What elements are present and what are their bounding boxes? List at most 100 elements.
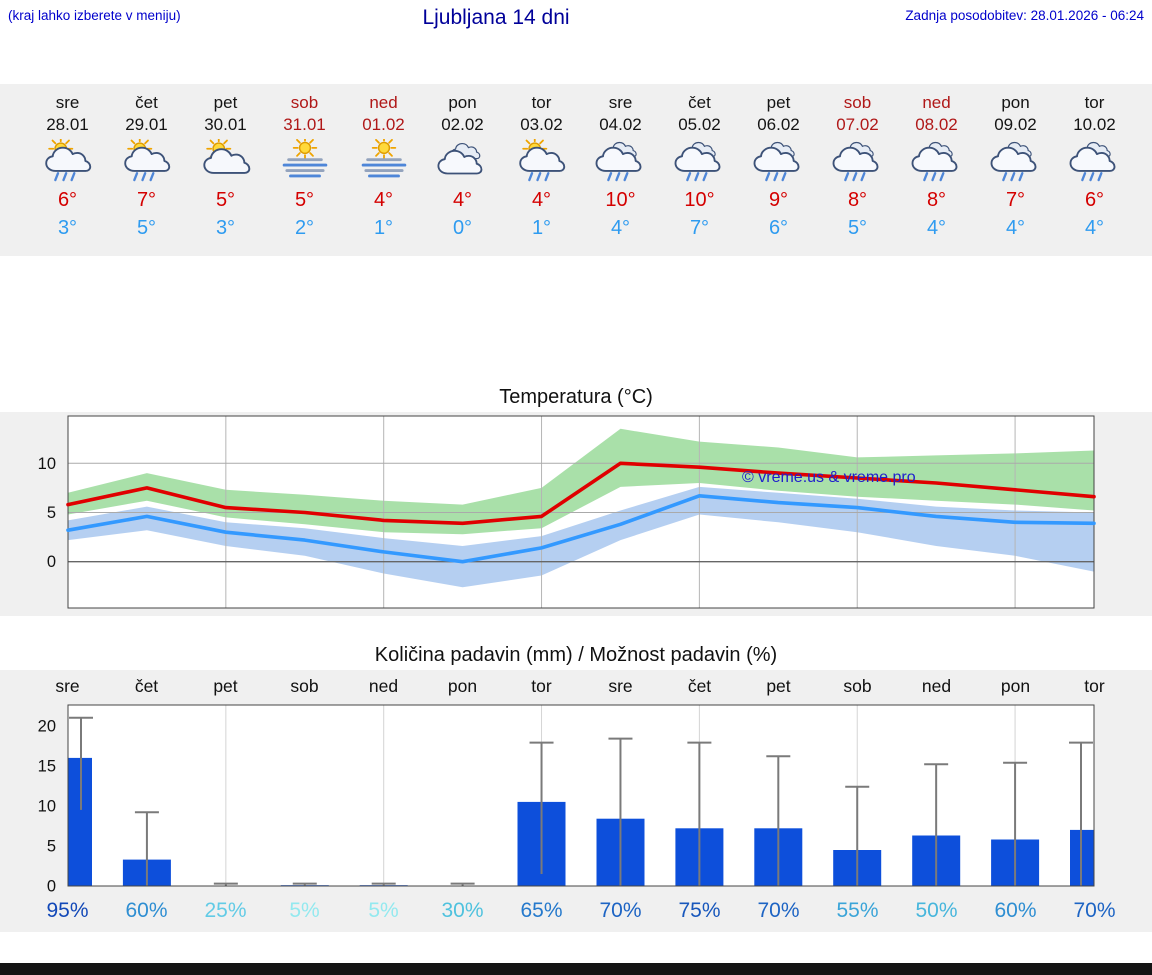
cloud-icon xyxy=(423,136,502,186)
sun-cloud-icon xyxy=(186,136,265,186)
precip-day-label: pon xyxy=(1000,676,1031,696)
day-temp-min: 3° xyxy=(57,217,78,239)
day-temp-max: 9° xyxy=(768,189,789,211)
sun-cloud-rain-icon xyxy=(28,136,107,186)
precipitation-chart: 0 5 10 15 20 xyxy=(38,704,1095,896)
precip-probability: 60% xyxy=(125,899,168,922)
day-name: pet xyxy=(213,93,238,112)
sun-cloud-rain-icon xyxy=(502,136,581,186)
precip-ytick-label: 10 xyxy=(38,797,56,815)
day-name: čet xyxy=(135,93,158,112)
day-temp-max: 5° xyxy=(294,189,315,211)
day-date: 10.02 xyxy=(1073,115,1116,134)
precip-day-label: ned xyxy=(368,676,399,696)
day-name: tor xyxy=(1084,93,1105,112)
page-title: Ljubljana 14 dni xyxy=(422,6,570,29)
precip-probability: 75% xyxy=(678,899,721,922)
precip-ytick-label: 15 xyxy=(38,757,56,775)
day-temp-min: 6° xyxy=(768,217,789,239)
day-name: tor xyxy=(531,93,552,112)
day-temp-max: 10° xyxy=(605,189,636,211)
day-temp-max: 5° xyxy=(215,189,236,211)
fog-sun-icon xyxy=(361,139,406,178)
forecast-day: tor 03.02 4° 1° xyxy=(502,92,581,242)
fog-sun-icon xyxy=(344,136,423,186)
precip-day-label: čet xyxy=(687,676,712,696)
precip-day-label: sre xyxy=(55,676,80,696)
forecast-day: sob 31.01 5° 2° xyxy=(265,92,344,242)
precip-whiskers xyxy=(69,716,1093,886)
cloud-rain-icon xyxy=(674,141,720,182)
temperature-chart: 0 5 10 © vreme.us & vreme.pro xyxy=(38,415,1096,609)
day-temp-min: 1° xyxy=(531,217,552,239)
cloud-rain-icon xyxy=(660,136,739,186)
precip-day-label: sob xyxy=(843,676,872,696)
day-name: sob xyxy=(290,93,319,112)
fog-sun-icon xyxy=(265,136,344,186)
last-update: Zadnja posodobitev: 28.01.2026 - 06:24 xyxy=(905,8,1144,23)
precip-ytick-label: 20 xyxy=(38,717,56,735)
forecast-day: ned 01.02 4° 1° xyxy=(344,92,423,242)
precip-day-labels: sre čet pet sob ned pon tor sre čet pet sob ned pon t… xyxy=(0,674,1152,698)
precipitation-section: sre čet pet sob ned pon tor sre čet pet sob ned pon t… xyxy=(0,670,1152,932)
temperature-chart-title: Temperatura (°C) xyxy=(499,386,653,408)
precip-probability: 5% xyxy=(368,899,399,922)
fog-sun-icon xyxy=(282,139,327,178)
forecast-day: ned 08.02 8° 4° xyxy=(897,92,976,242)
precip-probability: 25% xyxy=(204,899,247,922)
day-temp-min: 3° xyxy=(215,217,236,239)
cloud-rain-icon xyxy=(976,136,1055,186)
day-temp-max: 4° xyxy=(531,189,552,211)
day-temp-min: 4° xyxy=(926,217,947,239)
cloud-rain-icon xyxy=(753,141,799,182)
forecast-day: sre 04.02 10° 4° xyxy=(581,92,660,242)
day-date: 31.01 xyxy=(283,115,326,134)
precip-day-label: tor xyxy=(1084,676,1105,696)
day-name: pet xyxy=(766,93,791,112)
precip-day-label: pet xyxy=(766,676,791,696)
precip-day-label: sre xyxy=(608,676,633,696)
chart-watermark: © vreme.us & vreme.pro xyxy=(742,469,916,486)
precip-day-label: pet xyxy=(213,676,238,696)
day-temp-max: 7° xyxy=(1005,189,1026,211)
precip-ytick-label: 0 xyxy=(47,878,56,896)
cloud-rain-icon xyxy=(832,141,878,182)
precip-probability: 70% xyxy=(1073,899,1116,922)
sun-cloud-rain-icon xyxy=(518,139,565,182)
day-date: 09.02 xyxy=(994,115,1037,134)
temp-ytick-label: 5 xyxy=(47,504,56,522)
day-date: 30.01 xyxy=(204,115,247,134)
day-temp-max: 6° xyxy=(1084,189,1105,211)
day-temp-max: 8° xyxy=(847,189,868,211)
day-temp-min: 5° xyxy=(136,217,157,239)
day-date: 06.02 xyxy=(757,115,800,134)
day-date: 08.02 xyxy=(915,115,958,134)
forecast-day: čet 05.02 10° 7° xyxy=(660,92,739,242)
sun-cloud-icon xyxy=(202,139,250,174)
day-temp-min: 0° xyxy=(452,217,473,239)
cloud-rain-icon xyxy=(897,136,976,186)
day-temp-max: 8° xyxy=(926,189,947,211)
precip-probability: 60% xyxy=(994,899,1037,922)
precip-day-label: ned xyxy=(921,676,952,696)
day-temp-max: 7° xyxy=(136,189,157,211)
cloud-rain-icon xyxy=(595,141,641,182)
page-header: (kraj lahko izberete v meniju) Ljubljana… xyxy=(0,0,1152,40)
forecast-strip: sre 28.01 6° 3° čet 29.01 7° 5° pet 30.01 5° 3° sob 3… xyxy=(0,84,1152,256)
forecast-day: pet 30.01 5° 3° xyxy=(186,92,265,242)
day-date: 04.02 xyxy=(599,115,642,134)
precip-day-label: pon xyxy=(447,676,478,696)
day-name: pon xyxy=(1001,93,1030,112)
precipitation-chart-title: Količina padavin (mm) / Možnost padavin … xyxy=(374,644,778,666)
day-temp-min: 4° xyxy=(1084,217,1105,239)
day-date: 28.01 xyxy=(46,115,89,134)
precip-probability: 50% xyxy=(915,899,958,922)
day-name: ned xyxy=(922,93,951,112)
day-temp-min: 7° xyxy=(689,217,710,239)
temp-min-line xyxy=(66,494,1096,564)
day-date: 03.02 xyxy=(520,115,563,134)
cloud-icon xyxy=(436,142,482,175)
precip-day-label: tor xyxy=(531,676,552,696)
day-name: sob xyxy=(843,93,872,112)
